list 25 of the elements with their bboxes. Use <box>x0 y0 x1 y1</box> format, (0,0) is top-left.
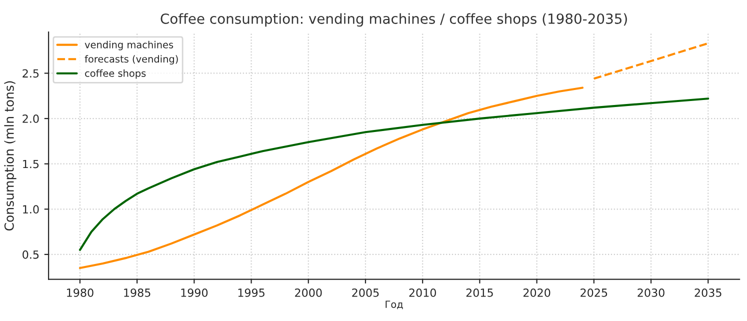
legend-label: coffee shops <box>85 69 146 79</box>
x-tick-label: 1995 <box>238 288 264 297</box>
legend-label: forecasts (vending) <box>84 55 178 65</box>
legend-label: vending machines <box>84 40 174 50</box>
line-series <box>78 86 584 270</box>
x-tick-label: 2025 <box>580 288 608 297</box>
x-tick-label: 2020 <box>523 288 550 297</box>
y-tick-label: 2.5 <box>22 69 39 78</box>
y-tick-label: 1.0 <box>23 205 39 214</box>
x-tick-label: 1985 <box>124 288 150 297</box>
line-series <box>78 98 710 251</box>
y-tick-label: 0.5 <box>22 250 39 259</box>
x-tick-label: 2000 <box>295 288 322 297</box>
chart-title: Coffee consumption: vending machines / coffee shops (1980-2035) <box>160 13 627 27</box>
x-axis-title: Год <box>386 300 403 310</box>
x-tick-label: 2005 <box>352 288 379 297</box>
y-tick-label: 1.5 <box>23 160 39 168</box>
x-tick-label: 2030 <box>638 288 664 297</box>
x-tick-label: 2035 <box>694 288 722 297</box>
x-tick-label: 2015 <box>466 288 493 297</box>
y-axis-title: Consumption (mln tons) <box>4 81 16 231</box>
x-tick-label: 2010 <box>409 288 436 297</box>
x-tick-label: 1990 <box>181 288 208 297</box>
y-tick-label: 2.0 <box>22 114 39 123</box>
x-tick-label: 1980 <box>67 288 94 297</box>
